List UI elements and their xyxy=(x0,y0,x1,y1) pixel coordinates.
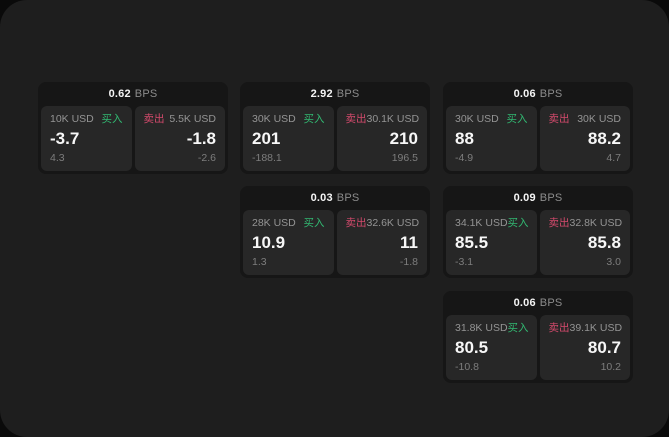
sell-side-label: 卖出 xyxy=(345,113,367,125)
sell-change: 10.2 xyxy=(600,361,621,373)
buy-panel[interactable]: 31.8K USD 买入 80.5 -10.8 xyxy=(446,315,537,380)
buy-panel[interactable]: 34.1K USD 买入 85.5 -3.1 xyxy=(446,210,537,275)
sell-panel[interactable]: 卖出 5.5K USD -1.8 -2.6 xyxy=(134,106,225,171)
sell-panel[interactable]: 卖出 32.8K USD 85.8 3.0 xyxy=(539,210,630,275)
bps-header: 0.62 BPS xyxy=(38,82,228,106)
bps-unit-label: BPS xyxy=(539,192,563,204)
buy-change: -188.1 xyxy=(252,152,282,164)
buy-panel[interactable]: 10K USD 买入 -3.7 4.3 xyxy=(41,106,132,171)
bps-value: 0.03 xyxy=(310,192,333,204)
buy-panel[interactable]: 30K USD 买入 201 -188.1 xyxy=(243,106,334,171)
bps-unit-label: BPS xyxy=(539,88,563,100)
sell-change: 3.0 xyxy=(606,256,621,268)
buy-amount: 31.8K USD xyxy=(455,322,508,334)
bps-value: 0.06 xyxy=(513,88,536,100)
bps-value: 2.92 xyxy=(310,88,333,100)
buy-panel[interactable]: 28K USD 买入 10.9 1.3 xyxy=(243,210,334,275)
buy-side-label: 买入 xyxy=(506,113,528,125)
buy-price: -3.7 xyxy=(50,129,80,148)
quote-card-3: 0.06 BPS 30K USD 买入 88 -4.9 卖出 30K USD 8… xyxy=(443,82,633,174)
buy-change: -10.8 xyxy=(455,361,479,373)
sell-panel[interactable]: 卖出 30.1K USD 210 196.5 xyxy=(336,106,427,171)
sell-change: 4.7 xyxy=(606,152,621,164)
sell-change: 196.5 xyxy=(391,152,418,164)
bps-value: 0.62 xyxy=(108,88,131,100)
sell-price: 88.2 xyxy=(587,129,621,148)
buy-amount: 30K USD xyxy=(455,113,499,125)
buy-amount: 10K USD xyxy=(50,113,94,125)
buy-change: 4.3 xyxy=(50,152,65,164)
sell-amount: 32.6K USD xyxy=(366,217,420,229)
buy-change: 1.3 xyxy=(252,256,267,268)
sell-price: 210 xyxy=(389,129,418,148)
buy-side-label: 买入 xyxy=(303,217,325,229)
sell-change: -2.6 xyxy=(197,152,216,164)
sell-amount: 30K USD xyxy=(577,113,621,125)
bps-header: 0.06 BPS xyxy=(443,291,633,315)
quote-card-5: 0.09 BPS 34.1K USD 买入 85.5 -3.1 卖出 32.8K… xyxy=(443,186,633,278)
buy-side-label: 买入 xyxy=(507,322,529,334)
sell-side-label: 卖出 xyxy=(143,113,165,125)
buy-amount: 28K USD xyxy=(252,217,296,229)
sell-price: 11 xyxy=(400,233,418,252)
sell-change: -1.8 xyxy=(399,256,418,268)
bps-header: 0.03 BPS xyxy=(240,186,430,210)
bps-header: 2.92 BPS xyxy=(240,82,430,106)
bps-unit-label: BPS xyxy=(336,88,360,100)
sell-side-label: 卖出 xyxy=(548,217,570,229)
bps-header: 0.09 BPS xyxy=(443,186,633,210)
sell-price: 85.8 xyxy=(587,233,621,252)
buy-panel[interactable]: 30K USD 买入 88 -4.9 xyxy=(446,106,537,171)
sell-price: 80.7 xyxy=(587,338,621,357)
bps-unit-label: BPS xyxy=(336,192,360,204)
quote-card-1: 0.62 BPS 10K USD 买入 -3.7 4.3 卖出 5.5K USD… xyxy=(38,82,228,174)
sell-amount: 30.1K USD xyxy=(366,113,420,125)
quote-card-4: 0.03 BPS 28K USD 买入 10.9 1.3 卖出 32.6K US… xyxy=(240,186,430,278)
buy-amount: 34.1K USD xyxy=(455,217,508,229)
buy-price: 80.5 xyxy=(455,338,489,357)
buy-side-label: 买入 xyxy=(101,113,123,125)
quote-card-2: 2.92 BPS 30K USD 买入 201 -188.1 卖出 30.1K … xyxy=(240,82,430,174)
sell-side-label: 卖出 xyxy=(548,113,570,125)
quote-card-6: 0.06 BPS 31.8K USD 买入 80.5 -10.8 卖出 39.1… xyxy=(443,291,633,383)
bps-value: 0.06 xyxy=(513,297,536,309)
buy-price: 85.5 xyxy=(455,233,489,252)
buy-side-label: 买入 xyxy=(507,217,529,229)
bps-header: 0.06 BPS xyxy=(443,82,633,106)
bps-unit-label: BPS xyxy=(539,297,563,309)
sell-amount: 32.8K USD xyxy=(569,217,623,229)
buy-price: 201 xyxy=(252,129,281,148)
sell-price: -1.8 xyxy=(186,129,216,148)
sell-side-label: 卖出 xyxy=(548,322,570,334)
buy-price: 88 xyxy=(455,129,474,148)
buy-change: -3.1 xyxy=(455,256,474,268)
buy-price: 10.9 xyxy=(252,233,286,252)
bps-value: 0.09 xyxy=(513,192,536,204)
bps-unit-label: BPS xyxy=(134,88,158,100)
buy-change: -4.9 xyxy=(455,152,474,164)
sell-side-label: 卖出 xyxy=(345,217,367,229)
buy-side-label: 买入 xyxy=(303,113,325,125)
sell-amount: 5.5K USD xyxy=(169,113,216,125)
sell-panel[interactable]: 卖出 30K USD 88.2 4.7 xyxy=(539,106,630,171)
sell-panel[interactable]: 卖出 39.1K USD 80.7 10.2 xyxy=(539,315,630,380)
buy-amount: 30K USD xyxy=(252,113,296,125)
sell-panel[interactable]: 卖出 32.6K USD 11 -1.8 xyxy=(336,210,427,275)
sell-amount: 39.1K USD xyxy=(569,322,623,334)
